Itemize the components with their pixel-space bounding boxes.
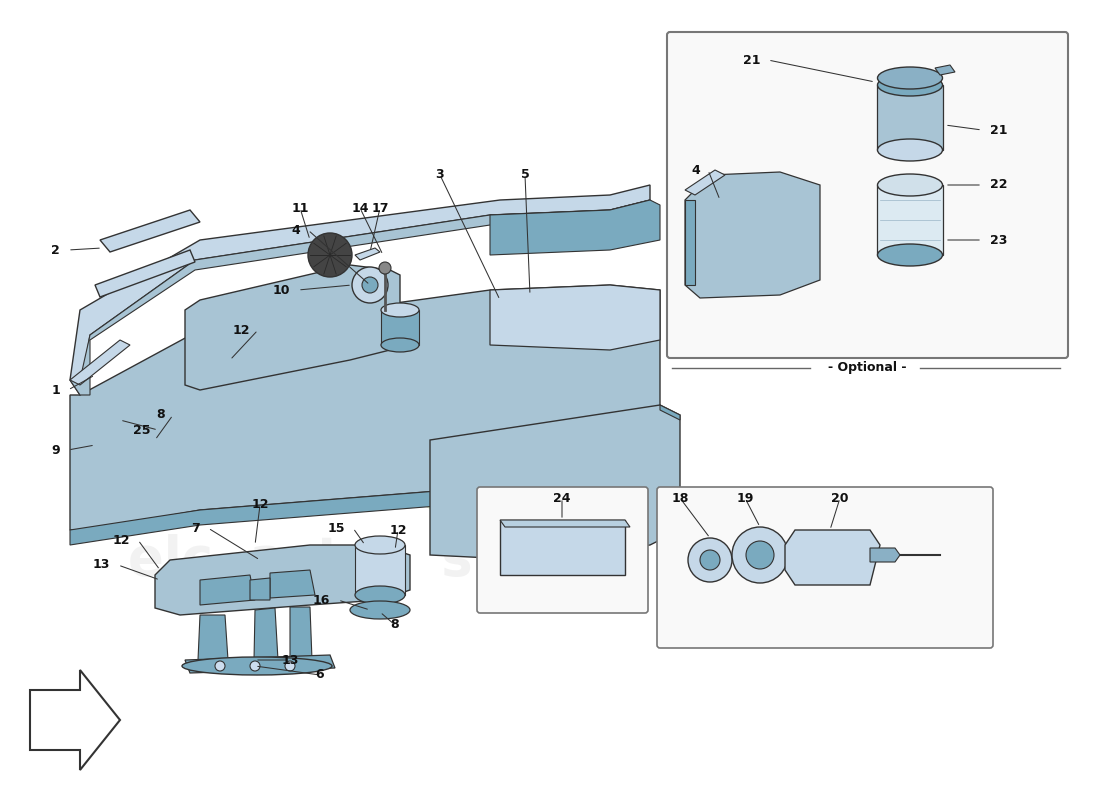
Circle shape	[352, 267, 388, 303]
Polygon shape	[250, 578, 270, 600]
Text: 15: 15	[328, 522, 345, 534]
Polygon shape	[100, 210, 200, 252]
Polygon shape	[870, 548, 900, 562]
Polygon shape	[685, 172, 820, 298]
Polygon shape	[270, 570, 315, 598]
Text: 18: 18	[671, 491, 689, 505]
Text: 12: 12	[112, 534, 130, 546]
Text: 19: 19	[736, 491, 754, 505]
Text: 23: 23	[990, 234, 1008, 246]
Text: a passion for parts since 1985: a passion for parts since 1985	[239, 389, 622, 611]
Text: 12: 12	[251, 498, 268, 511]
FancyBboxPatch shape	[667, 32, 1068, 358]
Polygon shape	[185, 655, 336, 673]
Text: 21: 21	[990, 123, 1008, 137]
Text: 3: 3	[436, 169, 444, 182]
Circle shape	[700, 550, 720, 570]
Ellipse shape	[355, 586, 405, 604]
Polygon shape	[500, 520, 630, 527]
Polygon shape	[185, 265, 400, 390]
Polygon shape	[155, 545, 410, 615]
FancyBboxPatch shape	[477, 487, 648, 613]
Polygon shape	[200, 575, 255, 605]
Circle shape	[308, 233, 352, 277]
Text: 11: 11	[292, 202, 309, 214]
Polygon shape	[877, 185, 943, 255]
Polygon shape	[70, 185, 650, 395]
Circle shape	[746, 541, 774, 569]
Ellipse shape	[878, 74, 943, 96]
Ellipse shape	[878, 139, 943, 161]
Circle shape	[214, 661, 225, 671]
Circle shape	[379, 262, 390, 274]
Polygon shape	[381, 310, 419, 345]
Ellipse shape	[381, 303, 419, 317]
Text: 9: 9	[52, 443, 60, 457]
Ellipse shape	[355, 536, 405, 554]
Polygon shape	[490, 200, 660, 255]
Text: 14: 14	[351, 202, 369, 214]
Text: 25: 25	[132, 423, 150, 437]
Circle shape	[285, 661, 295, 671]
Text: 8: 8	[390, 618, 399, 631]
Ellipse shape	[182, 657, 332, 675]
Polygon shape	[95, 250, 195, 297]
Polygon shape	[30, 670, 120, 770]
Text: 12: 12	[232, 323, 250, 337]
Text: 7: 7	[191, 522, 200, 534]
Polygon shape	[254, 608, 278, 660]
Polygon shape	[660, 405, 680, 420]
Ellipse shape	[878, 174, 943, 196]
Polygon shape	[685, 170, 725, 195]
Text: 17: 17	[372, 202, 388, 214]
Polygon shape	[70, 340, 130, 385]
Text: 20: 20	[832, 491, 849, 505]
Text: 8: 8	[156, 409, 165, 422]
Polygon shape	[430, 405, 680, 560]
Text: 4: 4	[292, 223, 300, 237]
Polygon shape	[70, 460, 660, 545]
Ellipse shape	[350, 601, 410, 619]
Polygon shape	[935, 65, 955, 75]
Polygon shape	[785, 530, 880, 585]
Text: - Optional -: - Optional -	[827, 362, 906, 374]
Polygon shape	[290, 607, 312, 660]
Text: 12: 12	[389, 523, 407, 537]
Polygon shape	[685, 200, 695, 285]
Text: 13: 13	[282, 654, 299, 666]
Circle shape	[732, 527, 788, 583]
Text: 1: 1	[52, 383, 60, 397]
Ellipse shape	[878, 67, 943, 89]
Polygon shape	[70, 285, 660, 530]
FancyBboxPatch shape	[657, 487, 993, 648]
Polygon shape	[500, 520, 625, 575]
Text: 22: 22	[990, 178, 1008, 191]
Text: 24: 24	[553, 491, 571, 505]
Polygon shape	[198, 615, 228, 660]
Text: 2: 2	[52, 243, 60, 257]
Ellipse shape	[878, 244, 943, 266]
Polygon shape	[355, 545, 405, 595]
Polygon shape	[490, 285, 660, 350]
Polygon shape	[70, 200, 650, 395]
Text: 16: 16	[312, 594, 330, 606]
Circle shape	[250, 661, 260, 671]
Circle shape	[688, 538, 732, 582]
Text: 10: 10	[273, 283, 290, 297]
Text: 4: 4	[691, 163, 700, 177]
Polygon shape	[877, 85, 943, 150]
Text: elc  ast  r  s: elc ast r s	[128, 534, 472, 586]
Text: 13: 13	[92, 558, 110, 571]
Ellipse shape	[381, 338, 419, 352]
Text: 21: 21	[742, 54, 760, 66]
Circle shape	[362, 277, 378, 293]
Text: 6: 6	[316, 669, 324, 682]
Polygon shape	[355, 248, 380, 260]
Text: 5: 5	[520, 169, 529, 182]
